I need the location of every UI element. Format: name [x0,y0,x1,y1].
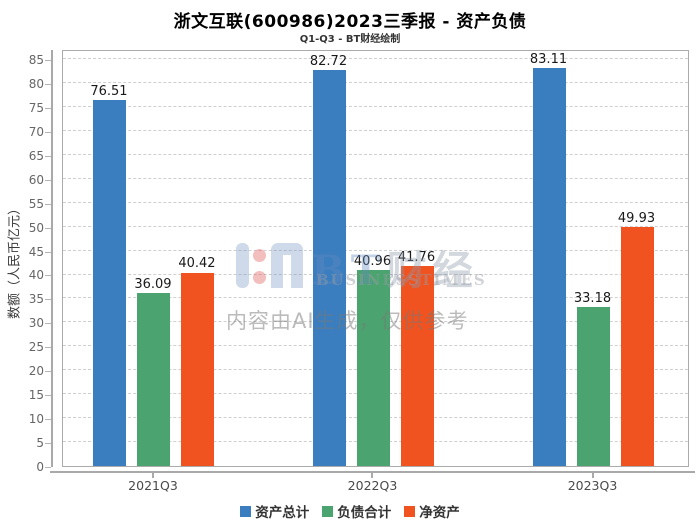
legend-swatch-icon [240,505,252,517]
legend-item-净资产: 净资产 [404,501,460,521]
y-tick-label: 25 [28,340,44,355]
y-tick-label: 5 [36,436,44,451]
y-tick-label: 55 [28,196,44,211]
y-tick-mark [45,323,51,325]
gridline [63,225,688,227]
x-tick-label-2023Q3: 2023Q3 [567,478,618,493]
bar-value-label: 41.76 [397,250,436,266]
x-tick-label-2021Q3: 2021Q3 [128,478,178,493]
y-tick-mark [45,275,51,277]
gridline [63,153,688,155]
y-tick-mark [45,371,51,373]
chart-title: 浙文互联(600986)2023三季报 - 资产负债 [173,12,527,32]
legend-item-负债合计: 负债合计 [322,501,391,521]
x-tick-mark [151,473,154,478]
y-tick-mark [45,203,51,205]
bar-资产总计-2022Q3 [312,69,346,466]
y-tick-label: 30 [28,316,44,331]
bar-value-label: 83.11 [529,52,568,68]
gridline [63,105,688,107]
y-tick-mark [45,251,51,253]
y-tick-mark [45,347,51,349]
bar-value-label: 76.51 [90,83,128,99]
legend-label: 资产总计 [255,505,310,521]
gridline [63,129,688,131]
y-tick-mark [45,467,51,468]
y-tick-label: 45 [28,244,44,259]
bar-净资产-2021Q3 [181,272,215,466]
y-tick-mark [45,60,51,62]
bar-负债合计-2023Q3 [577,307,610,466]
legend: 资产总计 负债合计 净资产 [0,501,700,521]
bar-value-label: 40.42 [178,256,216,272]
plot-area [62,50,689,467]
y-tick-label: 20 [28,364,44,379]
y-tick-mark [45,155,51,157]
gridline [63,177,688,179]
y-tick-mark [45,395,51,397]
y-tick-mark [45,443,51,445]
y-tick-label: 85 [28,53,44,68]
bar-value-label: 33.18 [573,291,612,307]
y-tick-mark [45,83,51,85]
y-tick-mark [45,299,51,301]
y-tick-label: 70 [28,124,44,139]
bar-资产总计-2021Q3 [93,99,127,466]
x-tick-mark [371,473,374,478]
bar-净资产-2023Q3 [621,226,654,466]
gridline [63,249,688,251]
y-tick-label: 65 [28,148,44,163]
x-axis-spine [50,471,695,473]
y-tick-mark [45,107,51,109]
chart-subtitle: Q1-Q3 - BT财经绘制 [299,34,401,45]
y-tick-label: 75 [28,100,44,115]
y-tick-label: 80 [28,76,44,91]
bar-资产总计-2023Q3 [533,68,566,466]
y-tick-mark [45,131,51,133]
x-tick-label-2022Q3: 2022Q3 [347,478,398,493]
y-tick-mark [45,227,51,229]
y-tick-mark [45,179,51,181]
y-tick-label: 10 [28,412,44,427]
bar-负债合计-2022Q3 [356,269,390,466]
y-tick-mark [45,419,51,421]
gridline [63,58,688,60]
y-tick-label: 15 [28,388,44,403]
legend-item-资产总计: 资产总计 [240,501,309,521]
bar-value-label: 82.72 [309,53,348,69]
y-axis-spine [51,50,53,467]
bar-负债合计-2021Q3 [137,293,171,466]
bar-value-label: 36.09 [134,277,172,293]
y-tick-label: 0 [36,460,44,474]
legend-label: 负债合计 [337,505,392,521]
y-tick-label: 40 [28,268,44,283]
gridline [63,201,688,203]
legend-swatch-icon [322,505,334,517]
legend-label: 净资产 [419,505,460,521]
y-tick-label: 50 [28,220,44,235]
legend-swatch-icon [404,505,416,517]
bar-value-label: 40.96 [353,253,392,269]
gridline [63,82,688,83]
bar-value-label: 49.93 [617,210,656,226]
y-tick-label: 60 [28,172,44,187]
x-tick-mark [591,473,594,478]
bar-净资产-2022Q3 [400,266,434,466]
y-tick-label: 35 [28,292,44,307]
